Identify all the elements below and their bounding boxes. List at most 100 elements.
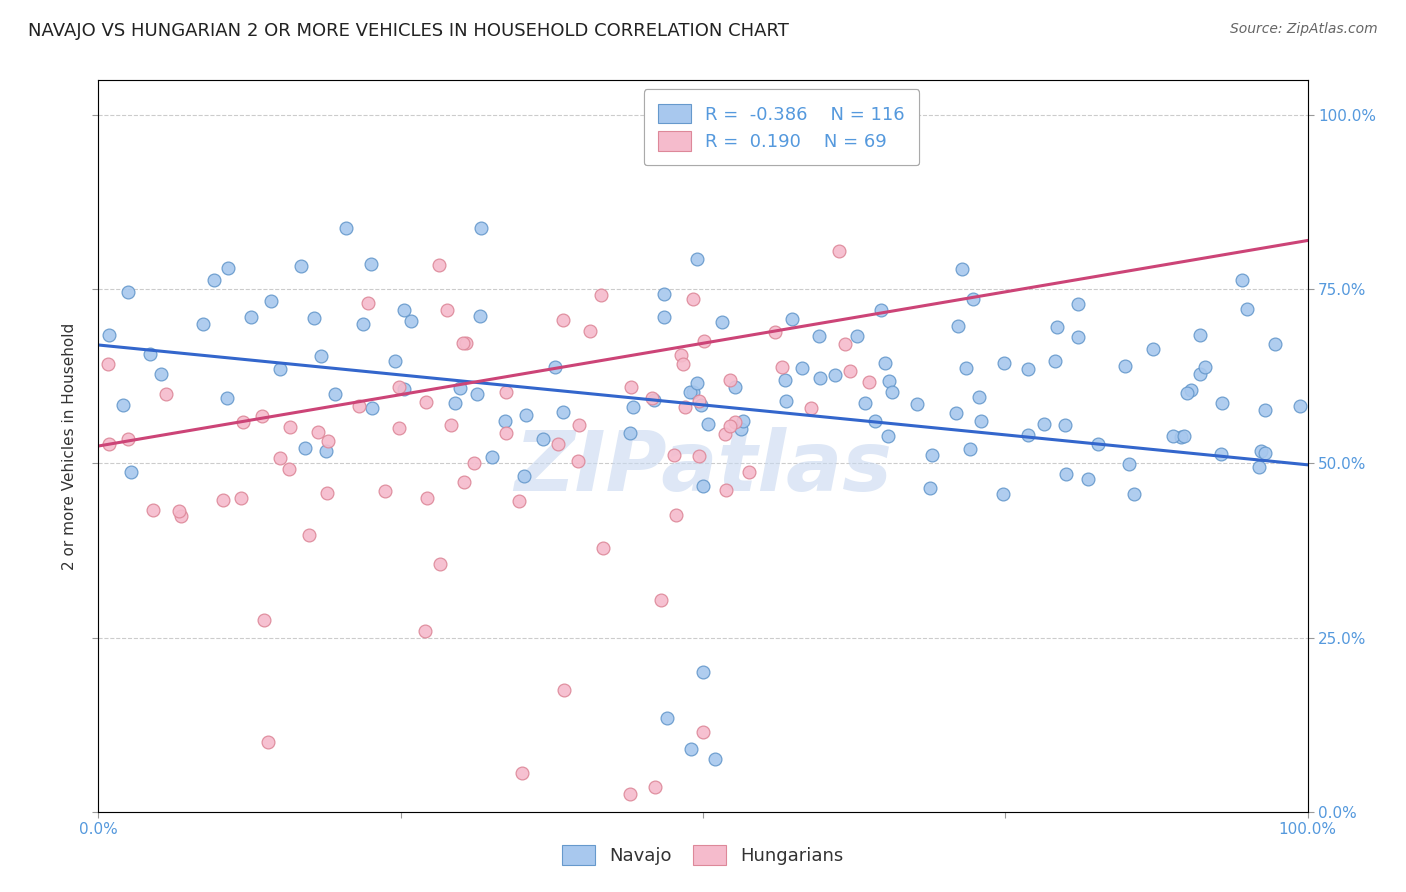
Point xyxy=(686,252,709,266)
Point xyxy=(97,437,120,451)
Point xyxy=(959,442,981,456)
Point xyxy=(875,356,897,370)
Point xyxy=(763,325,786,339)
Point xyxy=(1032,417,1054,431)
Point xyxy=(547,437,569,451)
Point xyxy=(349,399,371,413)
Point xyxy=(443,395,465,409)
Point xyxy=(619,426,641,441)
Point xyxy=(440,418,463,433)
Point xyxy=(692,479,714,493)
Point xyxy=(737,465,759,479)
Point xyxy=(315,444,337,458)
Point xyxy=(948,319,970,334)
Legend: R =  -0.386    N = 116, R =  0.190    N = 69: R = -0.386 N = 116, R = 0.190 N = 69 xyxy=(644,89,920,165)
Point xyxy=(665,508,688,522)
Point xyxy=(693,334,716,349)
Point xyxy=(269,362,291,376)
Point xyxy=(655,711,678,725)
Point xyxy=(1209,447,1232,461)
Point xyxy=(845,329,868,343)
Point xyxy=(427,259,450,273)
Point xyxy=(468,310,491,324)
Point xyxy=(950,261,973,276)
Point xyxy=(515,408,537,422)
Point xyxy=(212,493,235,508)
Point xyxy=(828,244,851,258)
Point xyxy=(621,400,644,414)
Point xyxy=(1046,320,1069,334)
Point xyxy=(1175,385,1198,400)
Point xyxy=(481,450,503,464)
Point xyxy=(361,401,384,416)
Text: Source: ZipAtlas.com: Source: ZipAtlas.com xyxy=(1230,22,1378,37)
Point xyxy=(1123,487,1146,501)
Point xyxy=(352,317,374,331)
Point xyxy=(150,367,173,381)
Point xyxy=(589,287,612,301)
Point xyxy=(673,401,696,415)
Point xyxy=(256,735,278,749)
Point xyxy=(790,361,813,376)
Point xyxy=(970,414,993,428)
Point xyxy=(120,465,142,479)
Point xyxy=(388,379,411,393)
Point xyxy=(309,349,332,363)
Point xyxy=(967,391,990,405)
Point xyxy=(773,374,796,388)
Point xyxy=(167,504,190,518)
Point xyxy=(669,348,692,362)
Point xyxy=(117,285,139,299)
Point xyxy=(688,394,710,409)
Point xyxy=(696,417,718,431)
Point xyxy=(1077,472,1099,486)
Point xyxy=(770,360,793,375)
Point xyxy=(858,375,880,389)
Point xyxy=(644,780,666,795)
Point xyxy=(692,665,714,680)
Point xyxy=(991,487,1014,501)
Point xyxy=(877,428,900,442)
Point xyxy=(217,392,239,406)
Point xyxy=(1054,418,1077,433)
Point xyxy=(1043,354,1066,368)
Point xyxy=(1230,273,1253,287)
Point xyxy=(316,434,339,449)
Point xyxy=(449,381,471,395)
Point xyxy=(544,359,567,374)
Point xyxy=(724,380,747,394)
Point xyxy=(1142,343,1164,357)
Point xyxy=(465,387,488,401)
Point xyxy=(453,475,475,490)
Point xyxy=(232,415,254,429)
Point xyxy=(905,397,928,411)
Point xyxy=(714,483,737,497)
Point xyxy=(392,303,415,318)
Point xyxy=(229,491,252,506)
Point xyxy=(451,335,474,350)
Point xyxy=(553,682,575,697)
Point xyxy=(578,324,600,338)
Point xyxy=(592,541,614,555)
Point xyxy=(357,295,380,310)
Point xyxy=(1087,437,1109,451)
Point xyxy=(1250,444,1272,458)
Point xyxy=(553,312,575,326)
Point xyxy=(97,357,120,371)
Point xyxy=(290,260,312,274)
Point xyxy=(1188,328,1211,343)
Point xyxy=(865,414,887,428)
Point xyxy=(1189,367,1212,381)
Point xyxy=(217,260,239,275)
Point xyxy=(643,392,665,407)
Point xyxy=(415,395,437,409)
Point xyxy=(495,384,517,399)
Point xyxy=(298,528,321,542)
Point xyxy=(307,425,329,439)
Point xyxy=(384,353,406,368)
Point xyxy=(413,624,436,638)
Point xyxy=(510,766,533,780)
Point xyxy=(495,425,517,440)
Point xyxy=(360,257,382,271)
Point xyxy=(117,432,139,446)
